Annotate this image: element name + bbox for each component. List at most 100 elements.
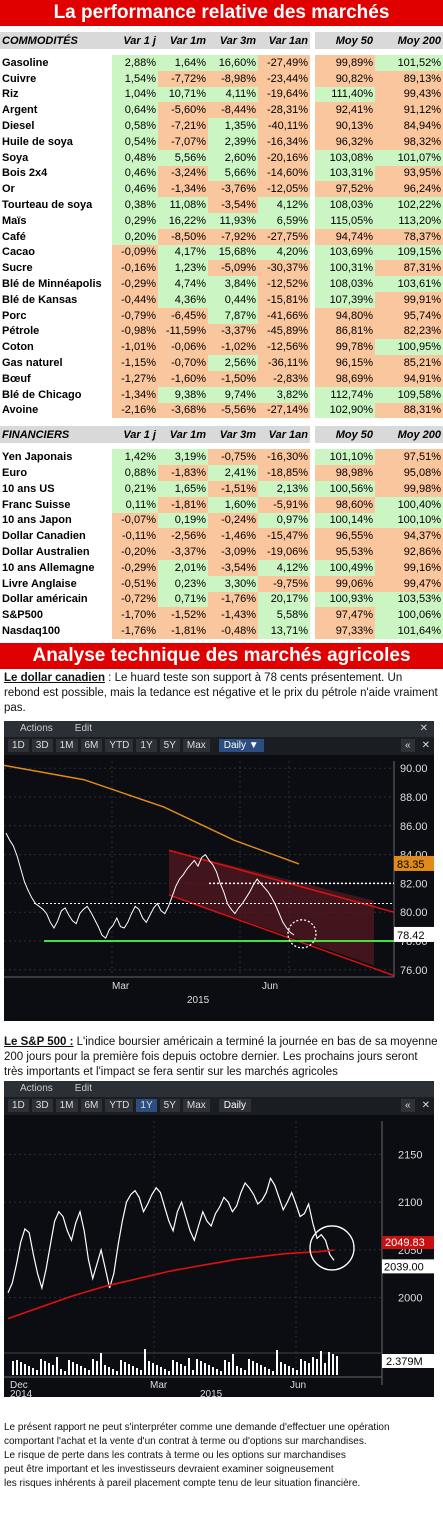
volume-bar <box>236 1365 238 1375</box>
volume-bar <box>316 1358 318 1375</box>
range-button-6m[interactable]: 6M <box>80 1099 103 1113</box>
volume-bar <box>16 1359 18 1375</box>
table-cell: 102,90% <box>315 402 375 419</box>
row-name: Café <box>2 230 26 243</box>
column-gap <box>310 512 315 529</box>
row-name: Diesel <box>2 120 35 133</box>
table-cell: 1,35% <box>208 118 258 134</box>
column-gap <box>310 339 315 356</box>
table-cell: 0,71% <box>158 591 208 608</box>
table-cell: 108,03% <box>315 276 375 292</box>
table-cell: -0,75% <box>208 449 258 466</box>
financials-column-header: Moy 50 <box>315 426 375 444</box>
column-gap <box>310 228 315 245</box>
table-cell: 93,95% <box>375 165 443 182</box>
table-cell: 97,51% <box>375 449 443 466</box>
table-row: Euro 0,88% -1,83% 2,41% -18,85% 98,98% 95,08% <box>0 465 443 481</box>
column-gap <box>310 32 315 49</box>
range-button-5y[interactable]: 5Y <box>159 739 180 753</box>
row-name: Porc <box>2 309 27 322</box>
range-button-1y[interactable]: 1Y <box>136 1099 157 1113</box>
table-cell: 7,87% <box>208 307 258 324</box>
table-cell: -15,47% <box>258 528 310 545</box>
table-cell: -2,83% <box>258 370 310 387</box>
table-cell: 2,41% <box>208 465 258 481</box>
range-button-1d[interactable]: 1D <box>8 739 29 753</box>
table-cell: 88,31% <box>375 402 443 419</box>
volume-bar <box>252 1360 254 1375</box>
table-cell: 9,74% <box>208 386 258 403</box>
table-cell: 98,60% <box>315 496 375 513</box>
volume-bar <box>108 1366 110 1375</box>
range-button-1y[interactable]: 1Y <box>136 739 157 753</box>
volume-bar <box>12 1360 14 1375</box>
table-cell: 113,20% <box>375 212 443 229</box>
spx-edit-menu[interactable]: Edit <box>74 1082 93 1094</box>
interval-dropdown[interactable]: Daily <box>218 1099 252 1113</box>
range-button-ytd[interactable]: YTD <box>105 1099 134 1113</box>
y-tick-label: 88.00 <box>400 792 428 804</box>
range-button-3d[interactable]: 3D <box>31 739 53 753</box>
table-cell: 0,48% <box>112 149 158 166</box>
range-button-max[interactable]: Max <box>182 1099 210 1113</box>
row-name: Maïs <box>2 214 27 227</box>
table-cell: 1,65% <box>158 480 208 497</box>
disclaimer-line-1: Le présent rapport ne peut s'interpréter… <box>4 1421 390 1433</box>
moving-average-line <box>7 1249 335 1320</box>
range-button-6m[interactable]: 6M <box>80 739 103 753</box>
collapse-icon[interactable]: « <box>401 1099 415 1113</box>
volume-bar <box>132 1365 134 1375</box>
table-cell: -2,16% <box>112 402 158 419</box>
interval-dropdown[interactable]: Daily ▼ <box>218 739 264 753</box>
table-cell: 91,12% <box>375 102 443 119</box>
table-cell: 13,71% <box>258 623 310 639</box>
table-cell: -19,06% <box>258 544 310 560</box>
volume-bar <box>180 1363 182 1375</box>
table-row: Gasoline 2,88% 1,64% 16,60% -27,49% 99,89% 101… <box>0 55 443 71</box>
range-button-1m[interactable]: 1M <box>55 739 78 753</box>
table-cell: 100,14% <box>315 512 375 529</box>
table-row: Maïs 0,29% 16,22% 11,93% 6,59% 115,05% 113,20% <box>0 212 443 229</box>
close-icon[interactable]: ✕ <box>421 740 430 752</box>
volume-bar <box>324 1362 326 1375</box>
table-cell: -16,34% <box>258 133 310 150</box>
row-name: Euro <box>2 467 28 480</box>
column-gap <box>310 165 315 182</box>
table-cell: 90,13% <box>315 118 375 134</box>
table-row: Sucre -0,16% 1,23% -5,09% -30,37% 100,31% 87,3… <box>0 260 443 277</box>
volume-bar <box>160 1366 162 1375</box>
table-cell: 82,23% <box>375 323 443 340</box>
volume-bar <box>280 1361 282 1375</box>
table-cell: 100,31% <box>315 260 375 277</box>
actions-menu[interactable]: Actions <box>20 722 53 734</box>
volume-bar <box>300 1358 302 1375</box>
table-cell: -1,34% <box>112 386 158 403</box>
collapse-icon[interactable]: « <box>401 739 415 753</box>
table-cell: 108,03% <box>315 197 375 213</box>
range-button-ytd[interactable]: YTD <box>105 739 134 753</box>
range-button-1m[interactable]: 1M <box>55 1099 78 1113</box>
close-icon[interactable]: ✕ <box>419 722 428 734</box>
volume-bar <box>312 1356 314 1375</box>
range-button-max[interactable]: Max <box>182 739 210 753</box>
range-button-3d[interactable]: 3D <box>31 1099 53 1113</box>
column-gap <box>310 133 315 150</box>
table-cell: 20,17% <box>258 591 310 608</box>
close-icon[interactable]: ✕ <box>421 1100 430 1112</box>
table-cell: 98,32% <box>375 133 443 150</box>
volume-bar <box>116 1370 118 1375</box>
edit-menu[interactable]: Edit <box>74 722 93 734</box>
spx-actions-menu[interactable]: Actions <box>20 1082 53 1094</box>
volume-bar <box>156 1364 158 1375</box>
range-button-1d[interactable]: 1D <box>8 1099 29 1113</box>
volume-bar <box>320 1350 322 1375</box>
highlight-circle <box>309 1225 355 1271</box>
table-cell: 103,31% <box>315 165 375 182</box>
volume-bar <box>268 1368 270 1375</box>
table-cell: 78,37% <box>375 228 443 245</box>
volume-bar <box>104 1364 106 1375</box>
header-banner: La performance relative des marchés <box>0 0 443 26</box>
range-button-5y[interactable]: 5Y <box>159 1099 180 1113</box>
table-cell: 94,91% <box>375 370 443 387</box>
column-gap <box>310 149 315 166</box>
